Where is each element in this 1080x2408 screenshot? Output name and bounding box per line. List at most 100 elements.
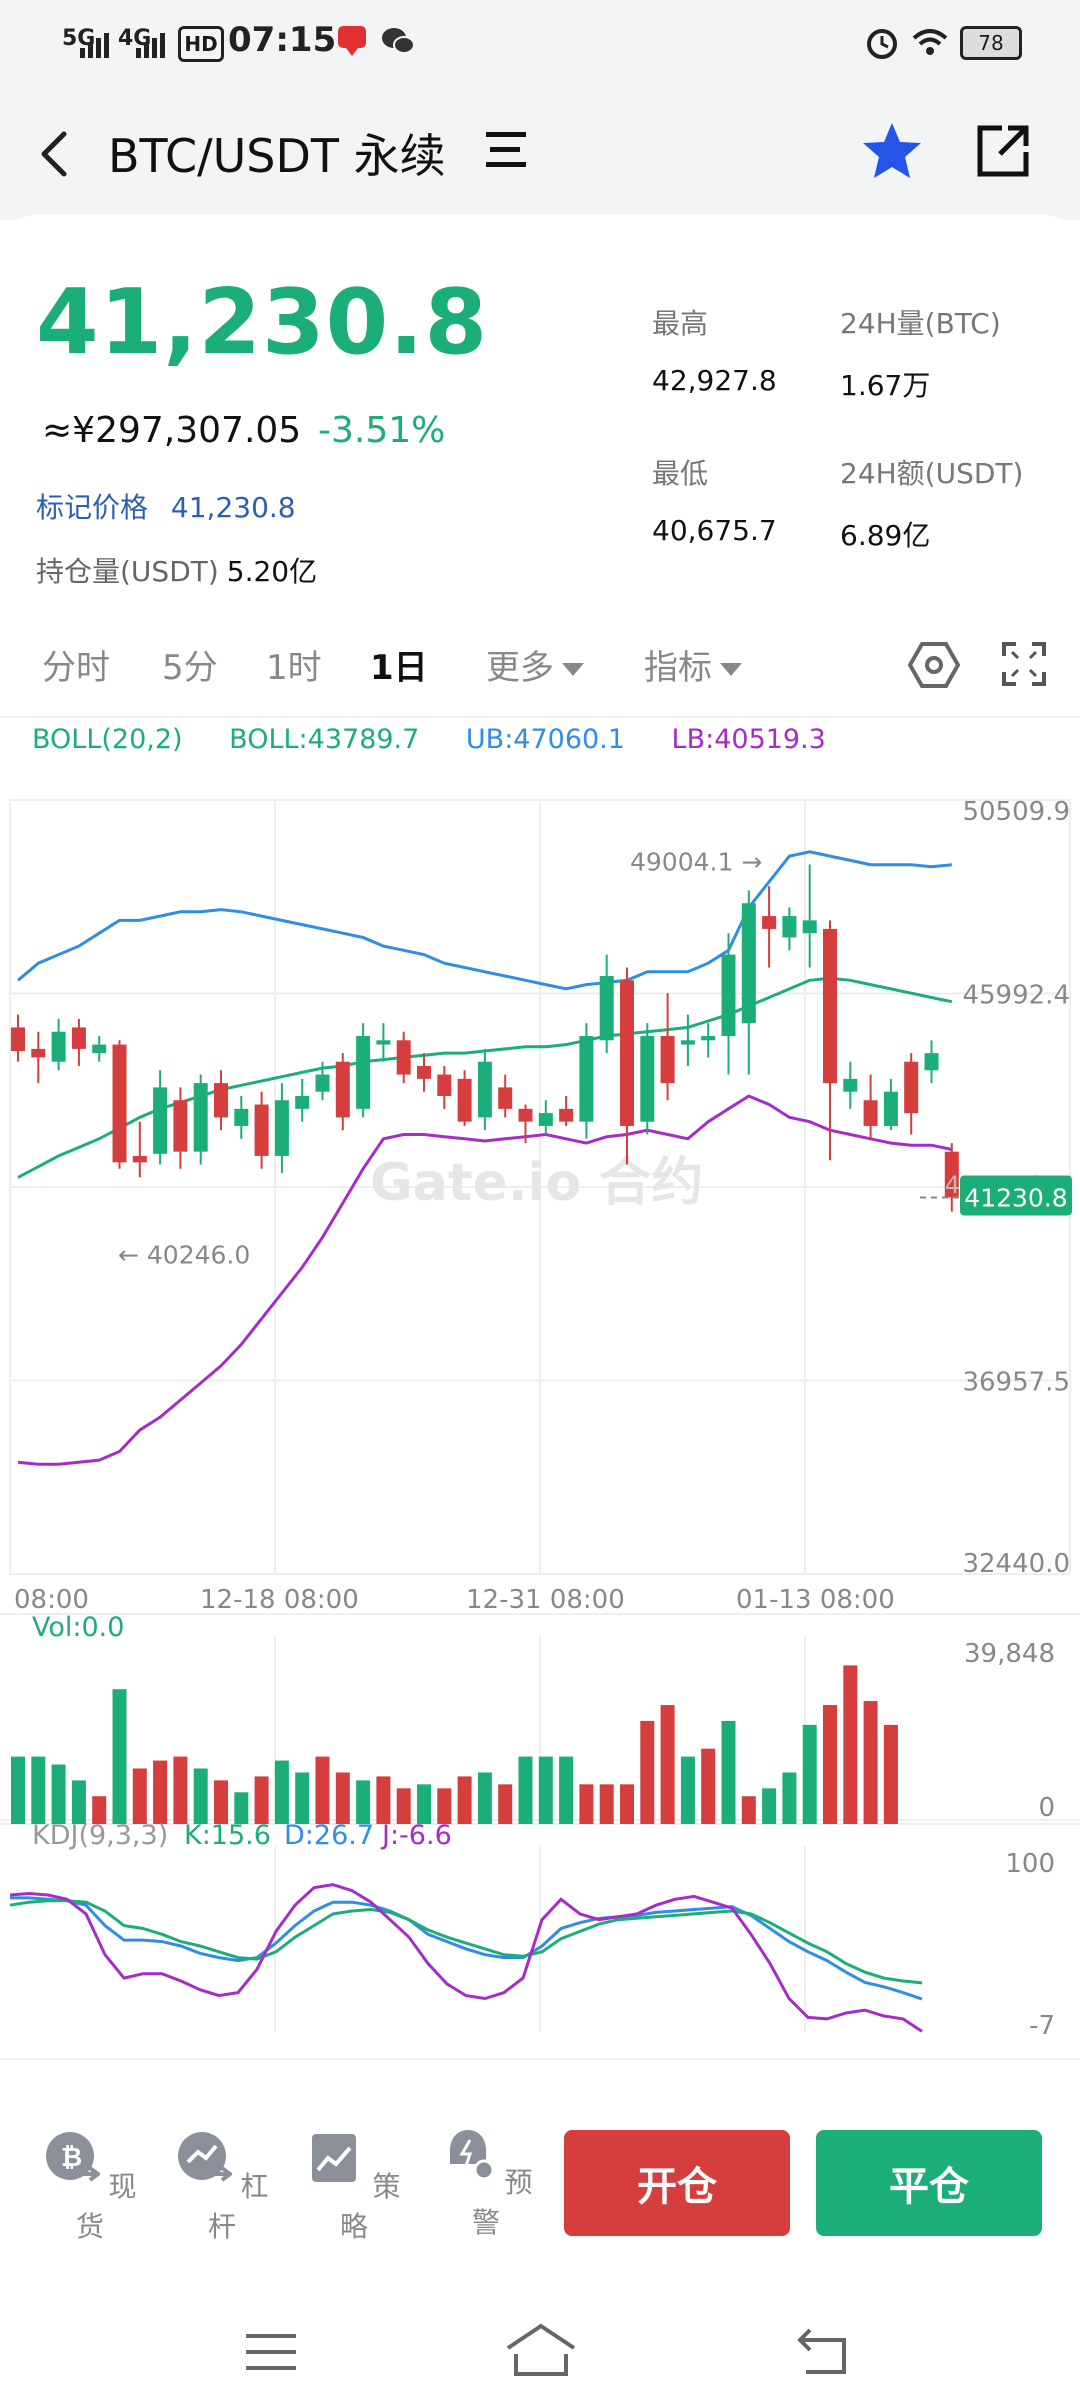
- wifi-icon: [912, 29, 948, 55]
- max-price-annotation: 49004.1 →: [630, 847, 762, 876]
- kdj-k-line: [10, 1896, 923, 2001]
- volume-bar: [640, 1720, 655, 1824]
- menu-lines-icon[interactable]: [484, 130, 528, 170]
- settings-icon[interactable]: [908, 640, 960, 690]
- current-price-tag: [960, 1175, 1072, 1216]
- candlestick-chart[interactable]: Gate.io 合约 Vol:0.0 39,848 0 KDJ(9,3,3) K:15…: [0, 780, 1080, 2080]
- boll-legend: BOLL(20,2) BOLL:43789.7 UB:47060.1 LB:40…: [32, 724, 864, 755]
- current-price-label: 41230.8: [964, 1183, 1067, 1212]
- candle-body: [11, 1027, 25, 1052]
- back-icon[interactable]: [30, 124, 80, 184]
- kdj-j-value: J:-6.6: [380, 1820, 452, 1851]
- tab-timeline[interactable]: 分时: [42, 648, 110, 688]
- home-icon[interactable]: [504, 2322, 578, 2378]
- boll-name: BOLL(20,2): [32, 724, 183, 755]
- candle-body: [51, 1031, 66, 1062]
- volume-bar: [376, 1776, 391, 1824]
- volume-bar: [579, 1784, 594, 1824]
- candle-body: [153, 1087, 168, 1154]
- nav-strategy[interactable]: 策略: [304, 2130, 404, 2245]
- candle-body: [112, 1044, 127, 1163]
- volume-bar: [112, 1689, 127, 1824]
- low-label: 最低: [652, 457, 709, 490]
- candle-body: [518, 1108, 533, 1122]
- high-label: 最高: [652, 307, 709, 340]
- nav-alert[interactable]: 预警: [436, 2126, 536, 2241]
- back-nav-icon[interactable]: [796, 2326, 850, 2376]
- fullscreen-icon[interactable]: [1000, 640, 1048, 688]
- tab-indicators[interactable]: 指标: [644, 640, 742, 689]
- candle-body: [680, 1040, 695, 1045]
- tab-more-label: 更多: [486, 648, 554, 688]
- volume-bar: [356, 1780, 371, 1824]
- change-percent: -3.51%: [318, 410, 446, 451]
- volume-bar: [477, 1772, 492, 1824]
- strategy-icon: [311, 2134, 356, 2182]
- recent-apps-icon[interactable]: [244, 2330, 298, 2374]
- volume-bar: [518, 1756, 533, 1824]
- tab-indicators-label: 指标: [644, 648, 712, 688]
- candle-body: [234, 1108, 249, 1126]
- low-value: 40,675.7: [652, 514, 777, 547]
- candle-body: [356, 1036, 371, 1109]
- candle-body: [295, 1095, 310, 1109]
- tab-1d[interactable]: 1日: [370, 648, 428, 688]
- volume-bar: [559, 1756, 574, 1824]
- volume-bar: [843, 1665, 858, 1824]
- candle-body: [31, 1048, 46, 1058]
- volume-bar: [701, 1748, 716, 1824]
- candle-body: [498, 1087, 513, 1109]
- candle-body: [538, 1113, 553, 1126]
- candle-body: [457, 1078, 472, 1122]
- star-icon[interactable]: [860, 120, 924, 182]
- candle-body: [579, 1036, 594, 1122]
- boll-ub: UB:47060.1: [465, 724, 625, 755]
- nav-margin[interactable]: 杠杆: [172, 2130, 272, 2245]
- tab-1h[interactable]: 1时: [266, 648, 322, 688]
- nav-spot-label: 现货: [75, 2170, 137, 2243]
- y-tick-label: 45992.4: [962, 981, 1070, 1011]
- volume-bar: [396, 1788, 411, 1824]
- volume-bar: [132, 1768, 147, 1824]
- kdj-d-value: D:26.7: [284, 1820, 374, 1851]
- kdj-j-line: [9, 1883, 923, 2033]
- chevron-down-icon: [720, 663, 742, 676]
- page-title[interactable]: BTC/USDT 永续: [108, 129, 446, 183]
- kdj-d-line: [9, 1899, 923, 1985]
- bitcoin-icon: ₿: [45, 2132, 101, 2182]
- candle-body: [396, 1040, 411, 1075]
- volume-bar: [173, 1756, 188, 1824]
- system-navigation-bar: [0, 2290, 1080, 2408]
- volume-bar: [51, 1764, 66, 1824]
- candle-body: [721, 954, 736, 1037]
- open-interest-label: 持仓量(USDT): [36, 555, 219, 588]
- signal-icon-2: [136, 33, 165, 58]
- volume-bar: [274, 1760, 289, 1824]
- share-icon[interactable]: [974, 122, 1032, 180]
- volume-bar: [741, 1796, 756, 1824]
- mark-price-label: 标记价格: [36, 491, 149, 524]
- candle-body: [315, 1074, 330, 1092]
- candle-body: [863, 1100, 878, 1126]
- tab-more[interactable]: 更多: [486, 640, 584, 689]
- volume-bar: [437, 1788, 452, 1824]
- alert-icon: [449, 2130, 495, 2181]
- mark-price-row: 标记价格 41,230.8: [36, 486, 296, 526]
- volume-bar: [680, 1756, 695, 1824]
- candle-body: [883, 1091, 898, 1126]
- candle-body: [904, 1061, 919, 1114]
- tab-5m[interactable]: 5分: [162, 648, 218, 688]
- y-tick-label: 36957.5: [962, 1367, 1070, 1397]
- candle-body: [274, 1100, 289, 1156]
- close-position-button[interactable]: 平仓: [816, 2130, 1042, 2236]
- volume-bar: [660, 1705, 675, 1824]
- volume-bar: [295, 1772, 310, 1824]
- nav-spot[interactable]: ₿ 现货: [40, 2130, 140, 2245]
- volume-bar: [762, 1788, 777, 1824]
- open-position-button[interactable]: 开仓: [564, 2130, 790, 2236]
- candle-body: [92, 1044, 107, 1054]
- volume-bar: [863, 1701, 878, 1824]
- volume-bar: [315, 1756, 330, 1824]
- nav-strategy-label: 策略: [339, 2170, 401, 2243]
- hd-badge: HD: [178, 26, 224, 62]
